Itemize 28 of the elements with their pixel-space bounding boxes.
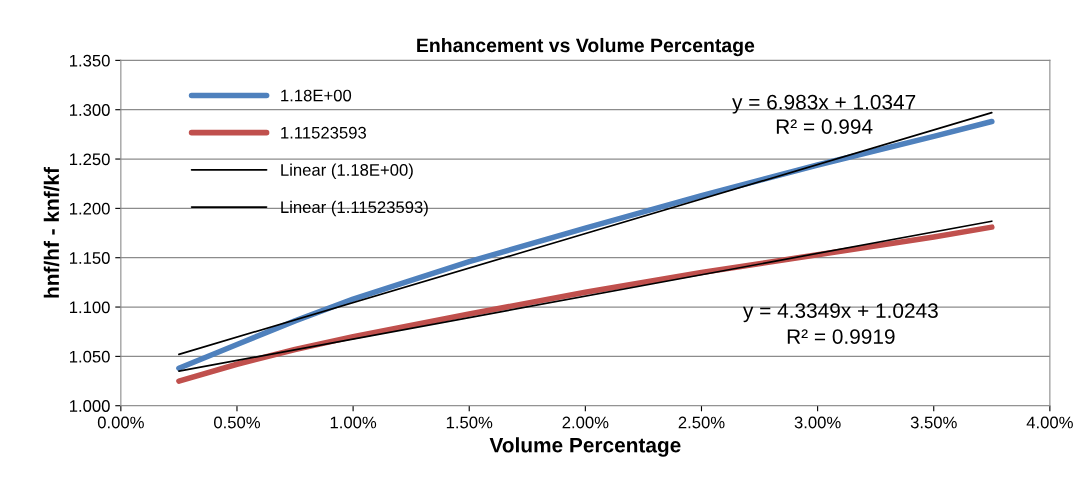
- legend-label: 1.18E+00: [281, 89, 352, 102]
- y-axis-title: hnf/hf - knf/kf: [43, 167, 60, 298]
- x-tick-label: 2.00%: [562, 416, 609, 429]
- chart-title: Enhancement vs Volume Percentage: [417, 37, 755, 57]
- y-tick-label: 1.150: [70, 252, 110, 264]
- x-tick-label: 0.50%: [214, 416, 261, 429]
- x-axis-title: Volume Percentage: [489, 437, 681, 457]
- legend-label: 1.11523593: [281, 126, 367, 139]
- annotation: R² = 0.994: [776, 119, 873, 134]
- x-tick-label: 1.50%: [446, 416, 493, 429]
- x-tick-label: 4.00%: [1026, 416, 1073, 429]
- legend-label: Linear (1.11523593): [281, 200, 428, 217]
- x-tick-label: 2.50%: [678, 416, 725, 429]
- annotation: y = 4.3349x + 1.0243: [743, 303, 938, 323]
- x-tick-label: 1.00%: [330, 416, 377, 429]
- y-tick-label: 1.300: [70, 104, 110, 116]
- y-tick-label: 1.350: [70, 54, 110, 67]
- y-tick-label: 1.250: [70, 153, 110, 166]
- legend-label: Linear (1.18E+00): [281, 163, 413, 180]
- y-tick-label: 1.100: [70, 301, 110, 314]
- annotation: R² = 0.9919: [787, 329, 895, 344]
- x-tick-label: 3.00%: [794, 416, 841, 429]
- x-tick-label: 0.00%: [97, 416, 144, 429]
- y-tick-label: 1.050: [70, 350, 110, 363]
- y-tick-label: 1.200: [70, 202, 110, 215]
- y-tick-label: 1.000: [70, 400, 110, 412]
- x-tick-label: 3.50%: [910, 416, 957, 429]
- annotation: y = 6.983x + 1.0347: [732, 94, 916, 114]
